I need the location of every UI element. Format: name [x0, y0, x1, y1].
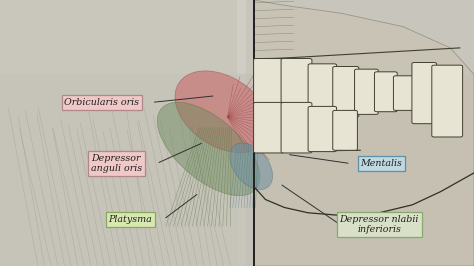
- FancyBboxPatch shape: [0, 0, 474, 74]
- FancyBboxPatch shape: [393, 76, 415, 110]
- FancyBboxPatch shape: [254, 59, 284, 120]
- FancyBboxPatch shape: [281, 102, 312, 153]
- FancyBboxPatch shape: [308, 64, 337, 120]
- Text: Depressor nlabii
inferioris: Depressor nlabii inferioris: [339, 215, 419, 234]
- FancyBboxPatch shape: [374, 72, 397, 112]
- Ellipse shape: [157, 102, 260, 196]
- Text: Mentalis: Mentalis: [361, 159, 402, 168]
- FancyBboxPatch shape: [0, 0, 237, 266]
- FancyBboxPatch shape: [333, 66, 359, 117]
- FancyBboxPatch shape: [412, 63, 437, 124]
- FancyBboxPatch shape: [308, 106, 337, 152]
- Text: Depressor
anguli oris: Depressor anguli oris: [91, 154, 142, 173]
- FancyBboxPatch shape: [281, 59, 312, 120]
- Polygon shape: [254, 0, 474, 266]
- FancyBboxPatch shape: [246, 0, 474, 266]
- Text: Platysma: Platysma: [109, 215, 152, 224]
- FancyBboxPatch shape: [432, 65, 463, 137]
- Ellipse shape: [230, 143, 273, 190]
- Ellipse shape: [175, 71, 271, 152]
- FancyBboxPatch shape: [333, 110, 357, 150]
- FancyBboxPatch shape: [254, 102, 284, 153]
- Text: Orbicularis oris: Orbicularis oris: [64, 98, 139, 107]
- FancyBboxPatch shape: [355, 69, 378, 114]
